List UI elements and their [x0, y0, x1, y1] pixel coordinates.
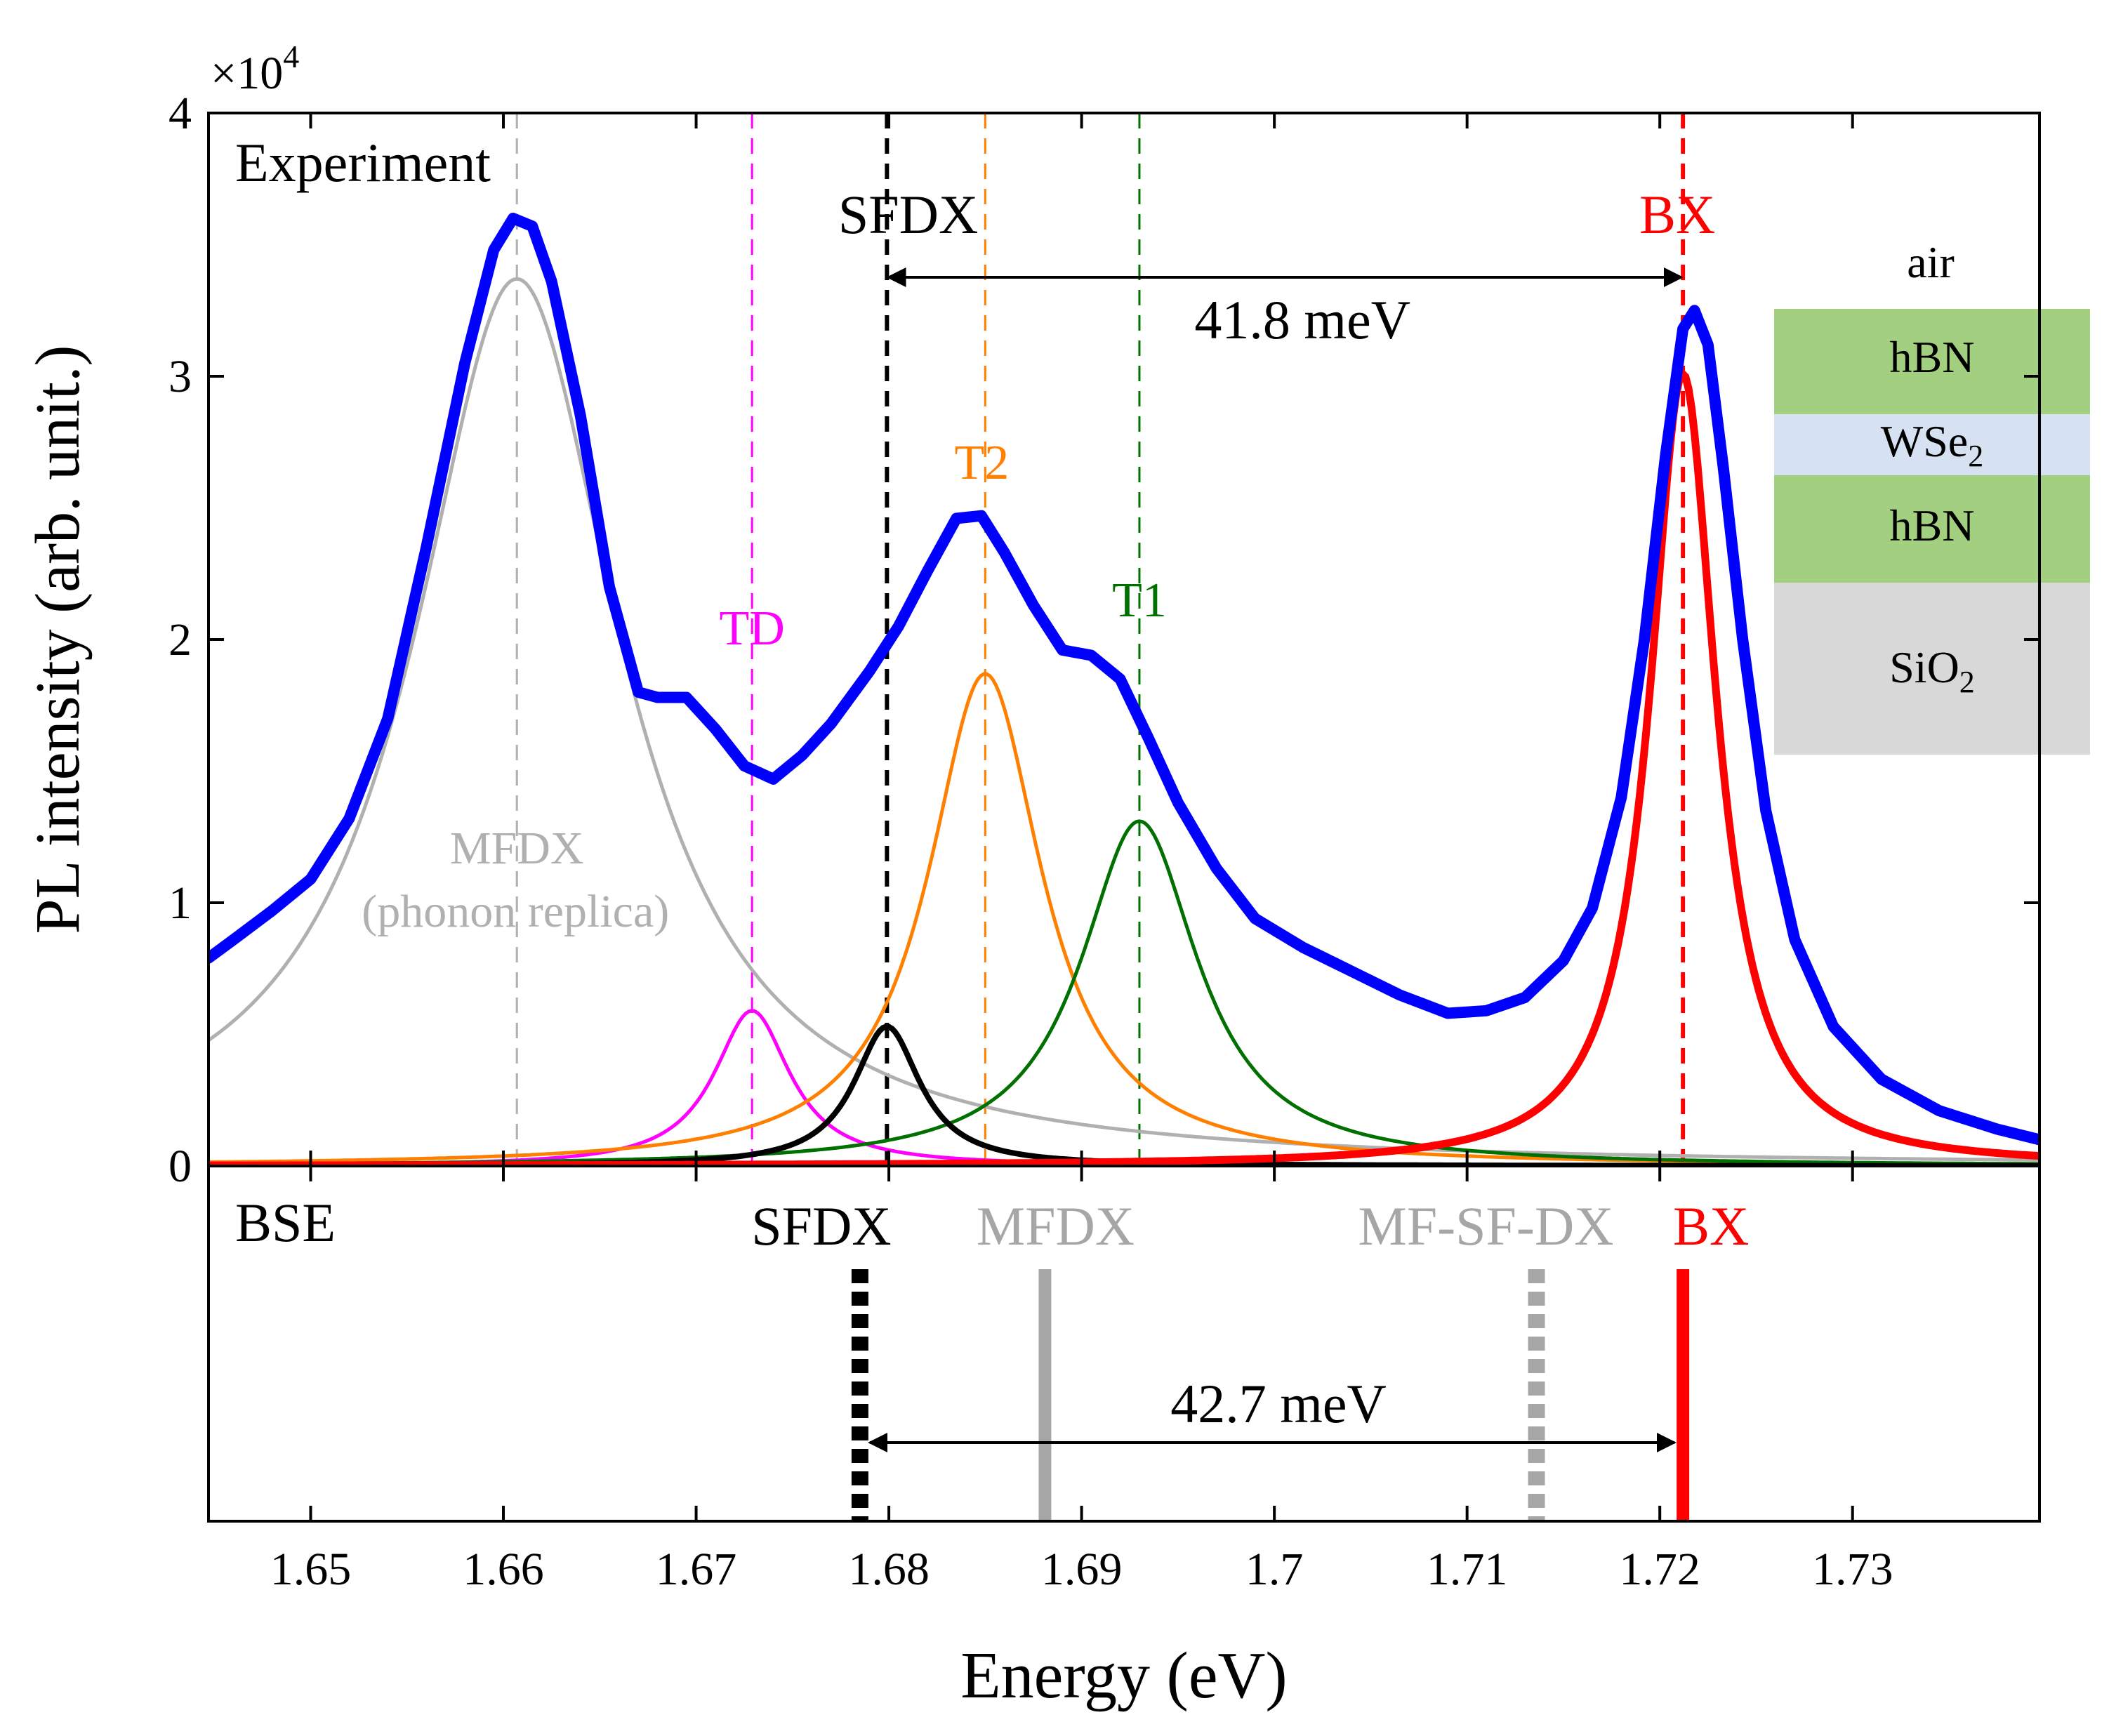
bse-sfdx-annotation: SFDX: [751, 1195, 891, 1257]
bottom-panel-frame: [207, 1165, 2041, 1523]
bx-annotation: BX: [1639, 184, 1715, 245]
mfdx-fit-curve: [209, 277, 2039, 1162]
x-tick-label: 1.73: [1812, 1544, 1893, 1595]
stack-sio2-text: SiO: [1889, 642, 1959, 692]
stack-hbn-top-layer: [1774, 309, 2090, 414]
stack-wse2-label: WSe2: [1881, 416, 1983, 473]
exponent-power: 4: [283, 39, 299, 74]
stack-wse2-text: WSe: [1881, 416, 1968, 466]
td-fit-curve: [209, 1009, 2039, 1166]
stack-wse2-subscript: 2: [1968, 439, 1983, 473]
experiment-panel-label: Experiment: [235, 132, 491, 193]
t1-annotation: T1: [1112, 574, 1167, 628]
y-tick-label: 2: [168, 614, 192, 665]
y-axis-exponent-label: ×104: [211, 39, 299, 99]
experiment-panel: air hBN WSe2 hBN SiO2: [23, 39, 2090, 1192]
stack-air-label: air: [1907, 237, 1955, 287]
y-tick-label: 1: [168, 877, 192, 929]
y-tick-label: 4: [168, 88, 192, 139]
bse-bx-annotation: BX: [1673, 1195, 1749, 1257]
bse-panel: BSE SFDX MFDX MF-SF-DX BX 42.7 meV 1.65 1…: [235, 113, 1893, 1712]
y-tick-label: 3: [168, 351, 192, 402]
x-tick-label: 1.67: [656, 1544, 737, 1595]
stack-sio2-label: SiO2: [1889, 642, 1975, 699]
y-tick-label: 0: [168, 1141, 192, 1192]
td-annotation: TD: [720, 602, 785, 656]
stack-sio2-layer: [1774, 583, 2090, 755]
x-tick-label: 1.68: [848, 1544, 930, 1595]
stack-hbn-bottom-label: hBN: [1890, 501, 1975, 550]
stack-hbn-top-label: hBN: [1890, 332, 1975, 382]
y-axis-label: PL intensity (arb. unit.): [23, 345, 93, 934]
stack-sio2-subscript: 2: [1959, 665, 1975, 699]
bse-mf-sf-dx-annotation: MF-SF-DX: [1358, 1195, 1613, 1257]
x-tick-label: 1.65: [270, 1544, 352, 1595]
x-tick-label: 1.72: [1619, 1544, 1700, 1595]
phonon-replica-annotation: (phonon replica): [362, 886, 669, 937]
y-axis-ticks: 0 1 2 3 4: [168, 88, 2039, 1192]
sfdx-annotation: SFDX: [838, 184, 978, 245]
bse-panel-label: BSE: [235, 1192, 336, 1253]
x-tick-label: 1.71: [1427, 1544, 1508, 1595]
bse-splitting-annotation: 42.7 meV: [1170, 1373, 1387, 1434]
measured-pl-spectrum-line: [209, 213, 2039, 1146]
x-tick-label: 1.7: [1245, 1544, 1304, 1595]
mfdx-annotation: MFDX: [450, 823, 584, 874]
x-axis-ticks: 1.65 1.66 1.67 1.68 1.69 1.7 1.71 1.72 1.73: [270, 113, 1893, 1595]
t2-annotation: T2: [954, 436, 1009, 490]
x-axis-label: Energy (eV): [960, 1639, 1287, 1712]
exponent-base: ×10: [211, 48, 283, 99]
sfdx-fit-curve: [209, 1023, 2039, 1166]
stack-hbn-bottom-layer: [1774, 475, 2090, 583]
x-tick-label: 1.69: [1041, 1544, 1123, 1595]
stack-wse2-layer: [1774, 414, 2090, 475]
x-tick-label: 1.66: [463, 1544, 544, 1595]
layer-stack-inset: air hBN WSe2 hBN SiO2: [1774, 237, 2090, 755]
splitting-annotation: 41.8 meV: [1194, 289, 1410, 350]
bse-mfdx-annotation: MFDX: [977, 1195, 1135, 1257]
